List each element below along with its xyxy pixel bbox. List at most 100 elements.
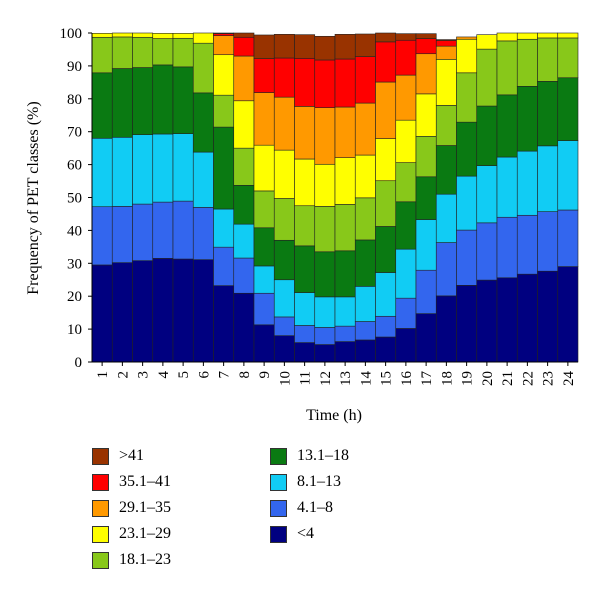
bar-segment (91, 206, 113, 266)
legend-swatch (270, 447, 287, 465)
bar-segment (253, 324, 275, 363)
bar-segment (233, 257, 255, 294)
y-axis-title: Frequency of PET classes (%) (25, 101, 42, 294)
y-tick-label: 100 (60, 26, 83, 42)
bar-segment (91, 137, 113, 208)
bar-segment (415, 176, 437, 220)
bar-segment (334, 157, 356, 205)
bar-segment (152, 33, 174, 39)
bar-segment (395, 119, 417, 163)
bar-segment (253, 144, 275, 192)
x-tick-label: 13 (338, 371, 354, 386)
bars-layer (91, 32, 579, 363)
bar-segment (314, 206, 336, 253)
bar-segment (213, 32, 235, 34)
bar-segment (273, 316, 295, 336)
legend-item: 35.1–41 (92, 472, 171, 492)
legend-swatch (92, 525, 109, 543)
bar-segment (294, 325, 316, 343)
bar-segment (132, 260, 154, 363)
bar-segment (537, 145, 559, 212)
bar-segment (213, 126, 235, 210)
legend-swatch (92, 551, 109, 569)
bar-segment (375, 81, 397, 139)
legend-label: 23.1–29 (119, 525, 171, 542)
bar-segment (213, 35, 235, 56)
bar-segment (516, 32, 538, 40)
bar-segment (456, 175, 478, 231)
bar-segment (314, 251, 336, 298)
bar-segment (233, 223, 255, 259)
bar-segment (456, 229, 478, 286)
bar-segment (294, 34, 316, 59)
bar-segment (375, 226, 397, 273)
bar-segment (354, 197, 376, 241)
legend-item: 18.1–23 (92, 550, 171, 570)
bar-segment (537, 81, 559, 147)
x-tick-label: 11 (298, 371, 314, 385)
x-tick-label: 23 (541, 371, 557, 386)
bar-segment (91, 33, 113, 38)
legend-label: >41 (119, 447, 145, 464)
bar-segment (435, 242, 457, 297)
bar-segment (314, 163, 336, 207)
y-tick-label: 30 (67, 256, 82, 272)
x-tick-label: 22 (520, 371, 536, 386)
bar-segment (294, 106, 316, 160)
y-tick-label: 40 (67, 223, 82, 239)
bar-segment (314, 35, 336, 61)
bar-segment (415, 136, 437, 178)
bar-segment (395, 74, 417, 121)
bar-segment (496, 277, 518, 363)
x-tick-label: 10 (277, 371, 293, 386)
legend-label: 4.1–8 (297, 499, 333, 516)
bar-segment (192, 207, 214, 260)
bar-segment (132, 134, 154, 205)
bar-segment (152, 38, 174, 66)
bar-segment (496, 32, 518, 42)
bar-segment (111, 136, 133, 207)
bar-segment (476, 105, 498, 166)
bar-segment (314, 107, 336, 165)
bar-segment (354, 321, 376, 341)
bar-segment (415, 269, 437, 314)
bar-segment (172, 258, 194, 363)
bar-segment (435, 105, 457, 146)
bar-segment (557, 32, 579, 39)
legend-swatch (270, 473, 287, 491)
bar-segment (91, 36, 113, 74)
x-tick-label: 1 (95, 371, 111, 379)
x-tick-label: 16 (399, 371, 415, 387)
bar-segment (557, 266, 579, 363)
legend-swatch (270, 499, 287, 517)
bar-segment (496, 40, 518, 96)
bar-segment (233, 100, 255, 149)
x-tick-label: 12 (318, 371, 334, 386)
legend-label: 8.1–13 (297, 473, 341, 490)
bar-segment (375, 272, 397, 317)
bar-segment (192, 151, 214, 208)
y-tick-label: 90 (67, 59, 82, 75)
bar-segment (375, 180, 397, 227)
bar-segment (111, 262, 133, 363)
bar-segment (334, 341, 356, 363)
y-tick-label: 70 (67, 125, 82, 141)
bar-segment (172, 200, 194, 260)
bar-segment (354, 239, 376, 287)
bar-segment (334, 106, 356, 158)
bar-segment (91, 264, 113, 363)
bar-segment (253, 265, 275, 294)
legend: >41 35.1–41 29.1–35 23.1–29 18.1–23 13.1–18 8.… (92, 446, 412, 576)
bar-segment (415, 219, 437, 271)
bar-segment (233, 147, 255, 186)
bar-segment (395, 248, 417, 299)
legend-item: <4 (270, 524, 314, 544)
bar-segment (496, 94, 518, 158)
bar-segment (294, 292, 316, 326)
bar-segment (456, 121, 478, 177)
legend-label: 29.1–35 (119, 499, 171, 516)
bar-segment (334, 325, 356, 342)
bar-segment (172, 66, 194, 134)
